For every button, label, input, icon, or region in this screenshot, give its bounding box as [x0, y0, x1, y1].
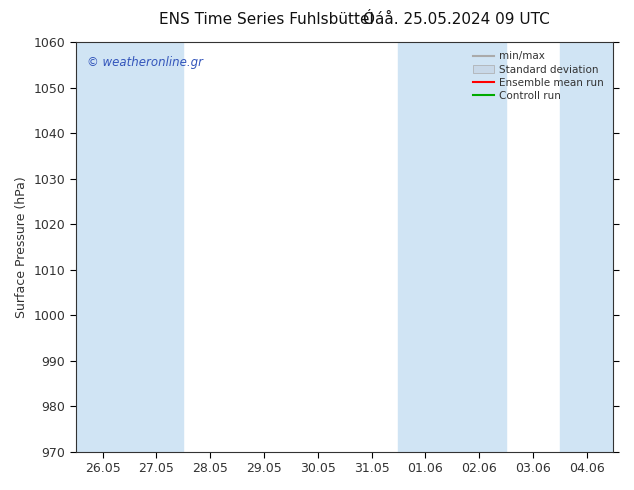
Text: © weatheronline.gr: © weatheronline.gr	[87, 56, 203, 70]
Bar	[76, 42, 183, 452]
Text: Óáå. 25.05.2024 09 UTC: Óáå. 25.05.2024 09 UTC	[363, 12, 550, 27]
Legend: min/max, Standard deviation, Ensemble mean run, Controll run: min/max, Standard deviation, Ensemble me…	[469, 47, 608, 105]
Bar	[398, 42, 506, 452]
Y-axis label: Surface Pressure (hPa): Surface Pressure (hPa)	[15, 176, 28, 318]
Text: ENS Time Series Fuhlsbüttel: ENS Time Series Fuhlsbüttel	[159, 12, 373, 27]
Bar	[560, 42, 634, 452]
